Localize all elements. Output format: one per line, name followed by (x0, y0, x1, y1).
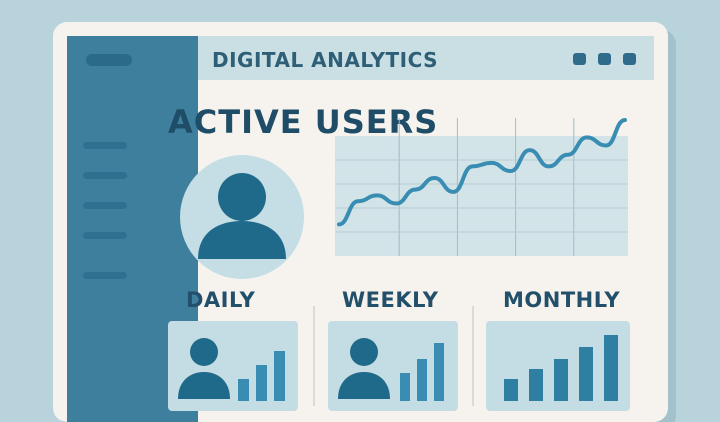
series-line-0 (337, 118, 627, 227)
user-icon (178, 338, 230, 399)
bar-chart-icon (504, 335, 618, 401)
sidebar-nav-item-2[interactable] (83, 172, 127, 179)
sidebar-nav-item-3[interactable] (83, 202, 127, 209)
bar-chart-icon (400, 343, 444, 401)
monthly-card-graphic (504, 335, 618, 401)
user-icon (198, 173, 286, 259)
chart-series (337, 118, 627, 227)
active-users-line-chart (335, 118, 628, 256)
monthly-card[interactable] (486, 321, 630, 411)
close-button[interactable] (623, 53, 636, 65)
page-title: ACTIVE USERS (168, 103, 439, 141)
maximize-button[interactable] (598, 53, 611, 65)
chart-grid (335, 118, 628, 256)
sidebar-nav-item-4[interactable] (83, 232, 127, 239)
minimize-button[interactable] (573, 53, 586, 65)
app-title: DIGITAL ANALYTICS (212, 48, 439, 72)
daily-label: DAILY (186, 288, 256, 312)
column-divider-2 (472, 306, 474, 406)
daily-card[interactable] (168, 321, 298, 411)
title-bar: DIGITAL ANALYTICS (198, 36, 654, 80)
sidebar-nav-item-5[interactable] (83, 272, 127, 279)
weekly-card-graphic (338, 338, 444, 401)
column-divider-1 (313, 306, 315, 406)
sidebar-logo-pill[interactable] (86, 54, 132, 66)
user-avatar (180, 155, 304, 279)
weekly-label: WEEKLY (342, 288, 439, 312)
weekly-card[interactable] (328, 321, 458, 411)
user-icon (338, 338, 390, 399)
daily-card-graphic (178, 338, 285, 401)
monthly-label: MONTHLY (503, 288, 621, 312)
sidebar-nav-item-1[interactable] (83, 142, 127, 149)
bar-chart-icon (238, 351, 285, 401)
